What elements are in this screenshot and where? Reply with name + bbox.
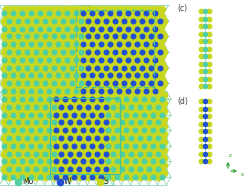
Text: (b): (b)	[5, 96, 16, 105]
Bar	[76, 10, 154, 87]
Bar	[50, 98, 120, 174]
Text: W: W	[64, 177, 71, 187]
Text: z: z	[229, 153, 232, 158]
Bar	[4, 95, 162, 177]
Bar	[4, 7, 162, 91]
Text: x: x	[241, 172, 244, 177]
Text: (c): (c)	[177, 4, 187, 13]
Text: S: S	[104, 177, 109, 187]
Text: (d): (d)	[177, 97, 188, 106]
Text: (a): (a)	[5, 8, 16, 17]
Text: Mo: Mo	[22, 177, 33, 187]
